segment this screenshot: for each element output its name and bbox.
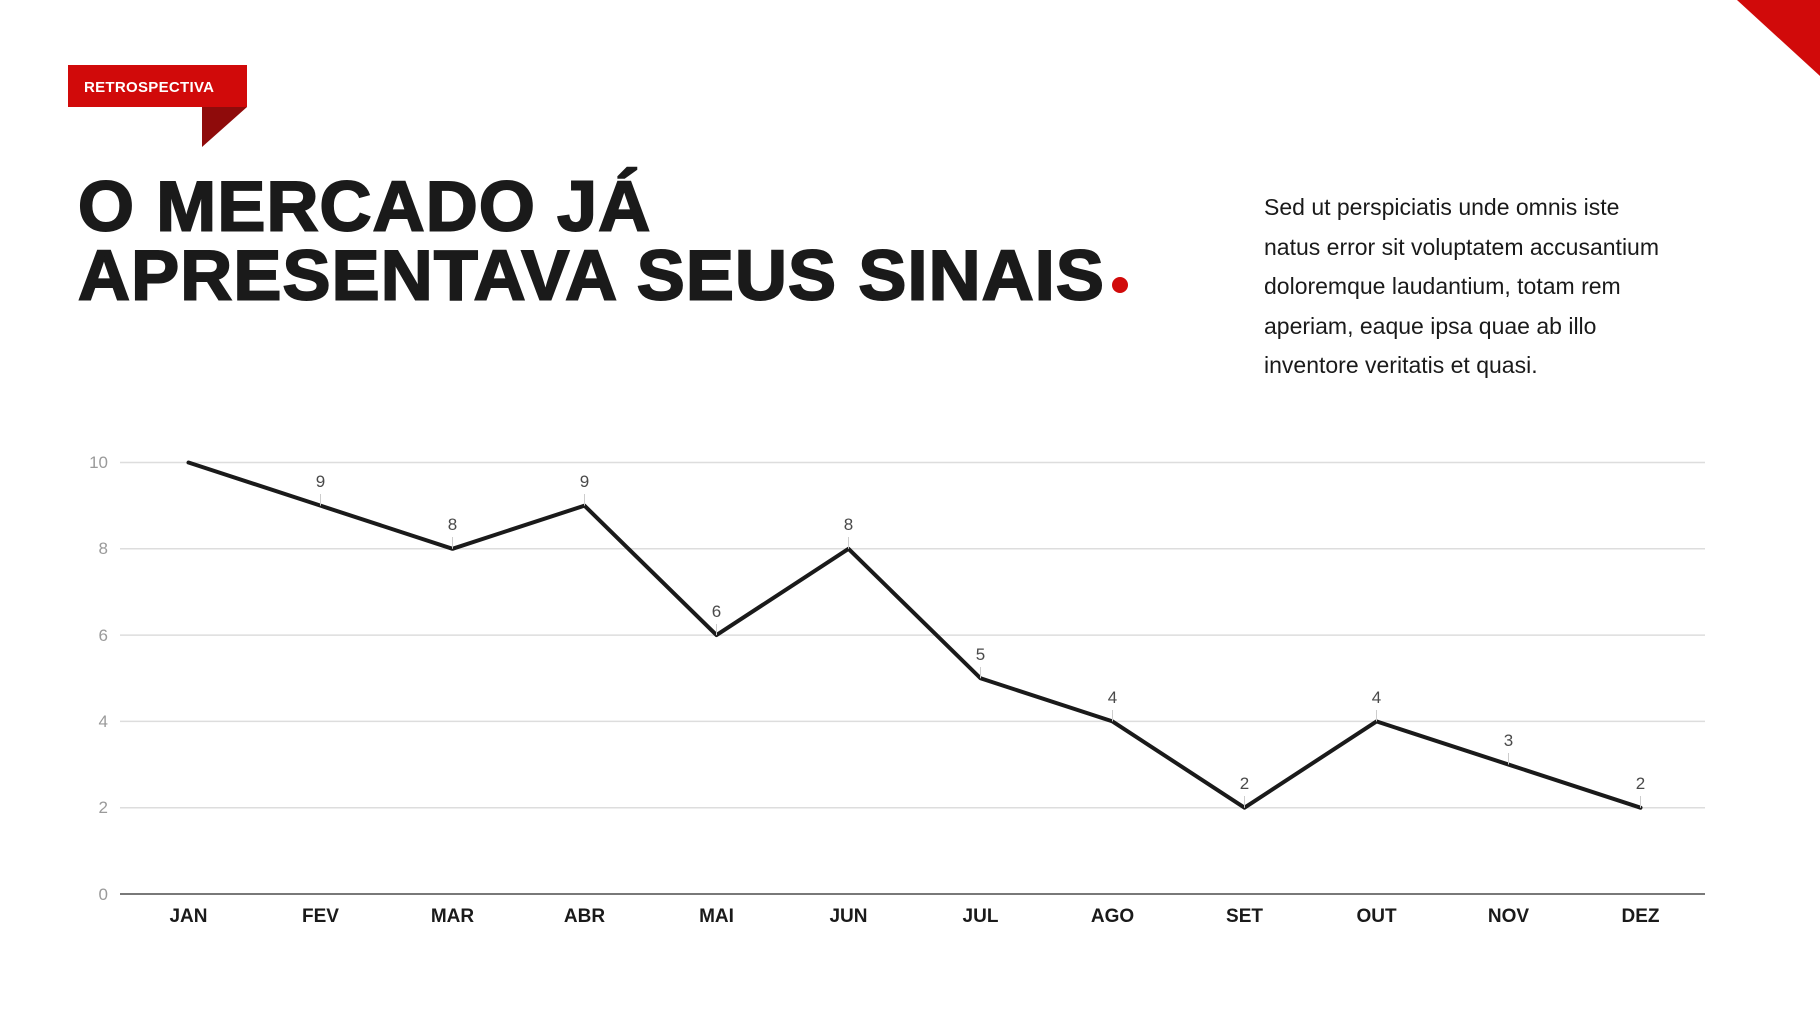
svg-text:2: 2	[1240, 774, 1249, 793]
svg-text:4: 4	[1372, 688, 1381, 707]
svg-text:6: 6	[712, 602, 721, 621]
svg-text:4: 4	[1108, 688, 1117, 707]
svg-text:4: 4	[99, 712, 108, 731]
svg-text:MAI: MAI	[699, 906, 734, 927]
svg-text:8: 8	[99, 539, 108, 558]
svg-text:8: 8	[448, 515, 457, 534]
svg-text:DEZ: DEZ	[1622, 906, 1660, 927]
svg-text:SET: SET	[1226, 906, 1263, 927]
svg-text:8: 8	[844, 515, 853, 534]
svg-text:2: 2	[1636, 774, 1645, 793]
svg-text:NOV: NOV	[1488, 906, 1530, 927]
svg-text:3: 3	[1504, 731, 1513, 750]
svg-text:0: 0	[99, 885, 108, 904]
svg-text:JAN: JAN	[169, 906, 207, 927]
svg-text:9: 9	[580, 472, 589, 491]
svg-text:2: 2	[99, 798, 108, 817]
svg-text:OUT: OUT	[1356, 906, 1397, 927]
svg-text:MAR: MAR	[431, 906, 475, 927]
svg-text:JUL: JUL	[963, 906, 999, 927]
svg-text:9: 9	[316, 472, 325, 491]
svg-text:5: 5	[976, 645, 985, 664]
svg-text:FEV: FEV	[302, 906, 339, 927]
svg-text:6: 6	[99, 626, 108, 645]
svg-text:10: 10	[89, 453, 108, 472]
svg-text:AGO: AGO	[1091, 906, 1134, 927]
svg-text:JUN: JUN	[829, 906, 867, 927]
svg-text:ABR: ABR	[564, 906, 605, 927]
